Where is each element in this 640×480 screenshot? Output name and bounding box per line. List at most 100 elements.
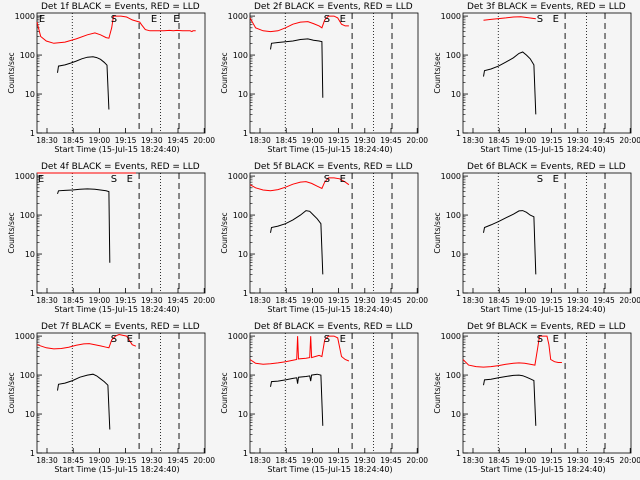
end-marker-label: E (127, 174, 133, 185)
start-marker-label: S (537, 14, 543, 25)
chart-title: Det 4f BLACK = Events, RED = LLD (41, 162, 200, 172)
x-tick-label: 19:00 (89, 296, 111, 305)
x-tick-label: 19:45 (593, 296, 615, 305)
x-tick-label: 19:15 (115, 296, 137, 305)
events-series-line (57, 188, 111, 263)
x-tick-label: 20:00 (406, 456, 428, 465)
y-tick-label: 1 (243, 289, 248, 298)
x-tick-label: 18:30 (249, 136, 271, 145)
y-tick-label: 10 (451, 410, 461, 419)
events-series-line (483, 51, 537, 115)
x-tick-label: 18:45 (275, 296, 297, 305)
x-tick-label: 20:00 (619, 136, 640, 145)
start-marker-label: S (537, 334, 543, 345)
x-tick-label: 20:00 (193, 296, 215, 305)
plot-frame (249, 172, 419, 294)
end-marker-label: E (39, 14, 45, 25)
x-tick-label: 19:00 (302, 136, 324, 145)
y-tick-label: 100 (233, 51, 248, 60)
end-marker-label: E (151, 14, 157, 25)
events-series-line (57, 373, 111, 430)
chart-panel: Det 3f BLACK = Events, RED = LLD 1 10 100 10… (433, 2, 640, 154)
y-tick-label: 100 (446, 51, 461, 60)
x-tick-label: 18:30 (462, 296, 484, 305)
chart-title: Det 1f BLACK = Events, RED = LLD (41, 2, 200, 12)
chart-panel: Det 6f BLACK = Events, RED = LLD 1 10 100 10… (433, 162, 640, 314)
chart-panel: Det 7f BLACK = Events, RED = LLD 1 10 100 10… (7, 322, 215, 474)
x-tick-label: 18:45 (62, 136, 84, 145)
lld-series-line (483, 16, 536, 21)
y-tick-label: 10 (451, 90, 461, 99)
chart-title: Det 9f BLACK = Events, RED = LLD (467, 322, 626, 332)
plot-frame (462, 172, 632, 294)
y-axis-label: Counts/sec (433, 372, 442, 413)
y-axis-label: Counts/sec (433, 52, 442, 93)
y-axis-label: Counts/sec (7, 52, 16, 93)
x-axis-label: Start Time (15-Jul-15 18:24:40) (267, 305, 392, 314)
x-tick-label: 19:30 (141, 456, 163, 465)
plot-frame (462, 12, 632, 134)
start-marker-label: S (111, 174, 117, 185)
x-tick-label: 18:45 (62, 456, 84, 465)
events-series-line (270, 38, 324, 98)
x-tick-label: 18:45 (488, 136, 510, 145)
x-tick-label: 18:30 (36, 296, 58, 305)
x-tick-label: 19:30 (141, 296, 163, 305)
x-tick-label: 19:00 (515, 296, 537, 305)
x-axis-label: Start Time (15-Jul-15 18:24:40) (54, 145, 179, 154)
chart-panel: Det 2f BLACK = Events, RED = LLD 1 10 100 10… (220, 2, 428, 154)
x-tick-label: 20:00 (193, 136, 215, 145)
x-tick-label: 19:45 (167, 296, 189, 305)
x-tick-label: 19:30 (567, 136, 589, 145)
end-marker-label: E (340, 334, 346, 345)
events-series-line (270, 373, 324, 426)
x-tick-label: 19:45 (167, 136, 189, 145)
x-tick-label: 19:15 (328, 136, 350, 145)
plot-frame (249, 12, 419, 134)
x-tick-label: 19:30 (567, 296, 589, 305)
y-tick-label: 10 (451, 250, 461, 259)
chart-title: Det 8f BLACK = Events, RED = LLD (254, 322, 413, 332)
y-tick-label: 1 (243, 129, 248, 138)
x-tick-label: 19:30 (354, 456, 376, 465)
start-marker-label: S (324, 174, 330, 185)
chart-title: Det 7f BLACK = Events, RED = LLD (41, 322, 200, 332)
x-tick-label: 20:00 (406, 296, 428, 305)
x-tick-label: 19:00 (302, 296, 324, 305)
events-series-line (483, 374, 537, 426)
chart-panel: Det 9f BLACK = Events, RED = LLD 1 10 100 10… (433, 322, 640, 474)
y-axis-label: Counts/sec (220, 372, 229, 413)
start-marker-label: S (111, 14, 117, 25)
x-tick-label: 19:45 (380, 456, 402, 465)
start-marker-label: S (537, 174, 543, 185)
x-tick-label: 19:30 (567, 456, 589, 465)
chart-panel: Det 8f BLACK = Events, RED = LLD 1 10 100 10… (220, 322, 428, 474)
end-marker-label: E (38, 174, 44, 185)
start-marker-label: S (111, 334, 117, 345)
x-tick-label: 19:15 (541, 456, 563, 465)
lld-series-line (36, 15, 196, 44)
start-marker-label: S (324, 334, 330, 345)
x-tick-label: 19:15 (328, 456, 350, 465)
y-tick-label: 1000 (441, 172, 461, 181)
x-axis-label: Start Time (15-Jul-15 18:24:40) (267, 145, 392, 154)
y-tick-label: 1000 (228, 12, 248, 21)
x-tick-label: 19:45 (380, 296, 402, 305)
x-tick-label: 19:30 (354, 136, 376, 145)
y-tick-label: 100 (233, 371, 248, 380)
end-marker-label: E (127, 334, 133, 345)
y-axis-label: Counts/sec (7, 372, 16, 413)
y-tick-label: 100 (20, 51, 35, 60)
y-tick-label: 10 (25, 410, 35, 419)
y-tick-label: 100 (446, 371, 461, 380)
x-tick-label: 20:00 (619, 456, 640, 465)
lld-series-line (462, 335, 562, 368)
events-series-line (483, 210, 537, 275)
plot-frame (462, 332, 632, 454)
y-tick-label: 1 (456, 289, 461, 298)
x-tick-label: 19:30 (354, 296, 376, 305)
y-tick-label: 1000 (15, 332, 35, 341)
y-tick-label: 100 (446, 211, 461, 220)
x-tick-label: 20:00 (406, 136, 428, 145)
x-axis-label: Start Time (15-Jul-15 18:24:40) (480, 305, 605, 314)
